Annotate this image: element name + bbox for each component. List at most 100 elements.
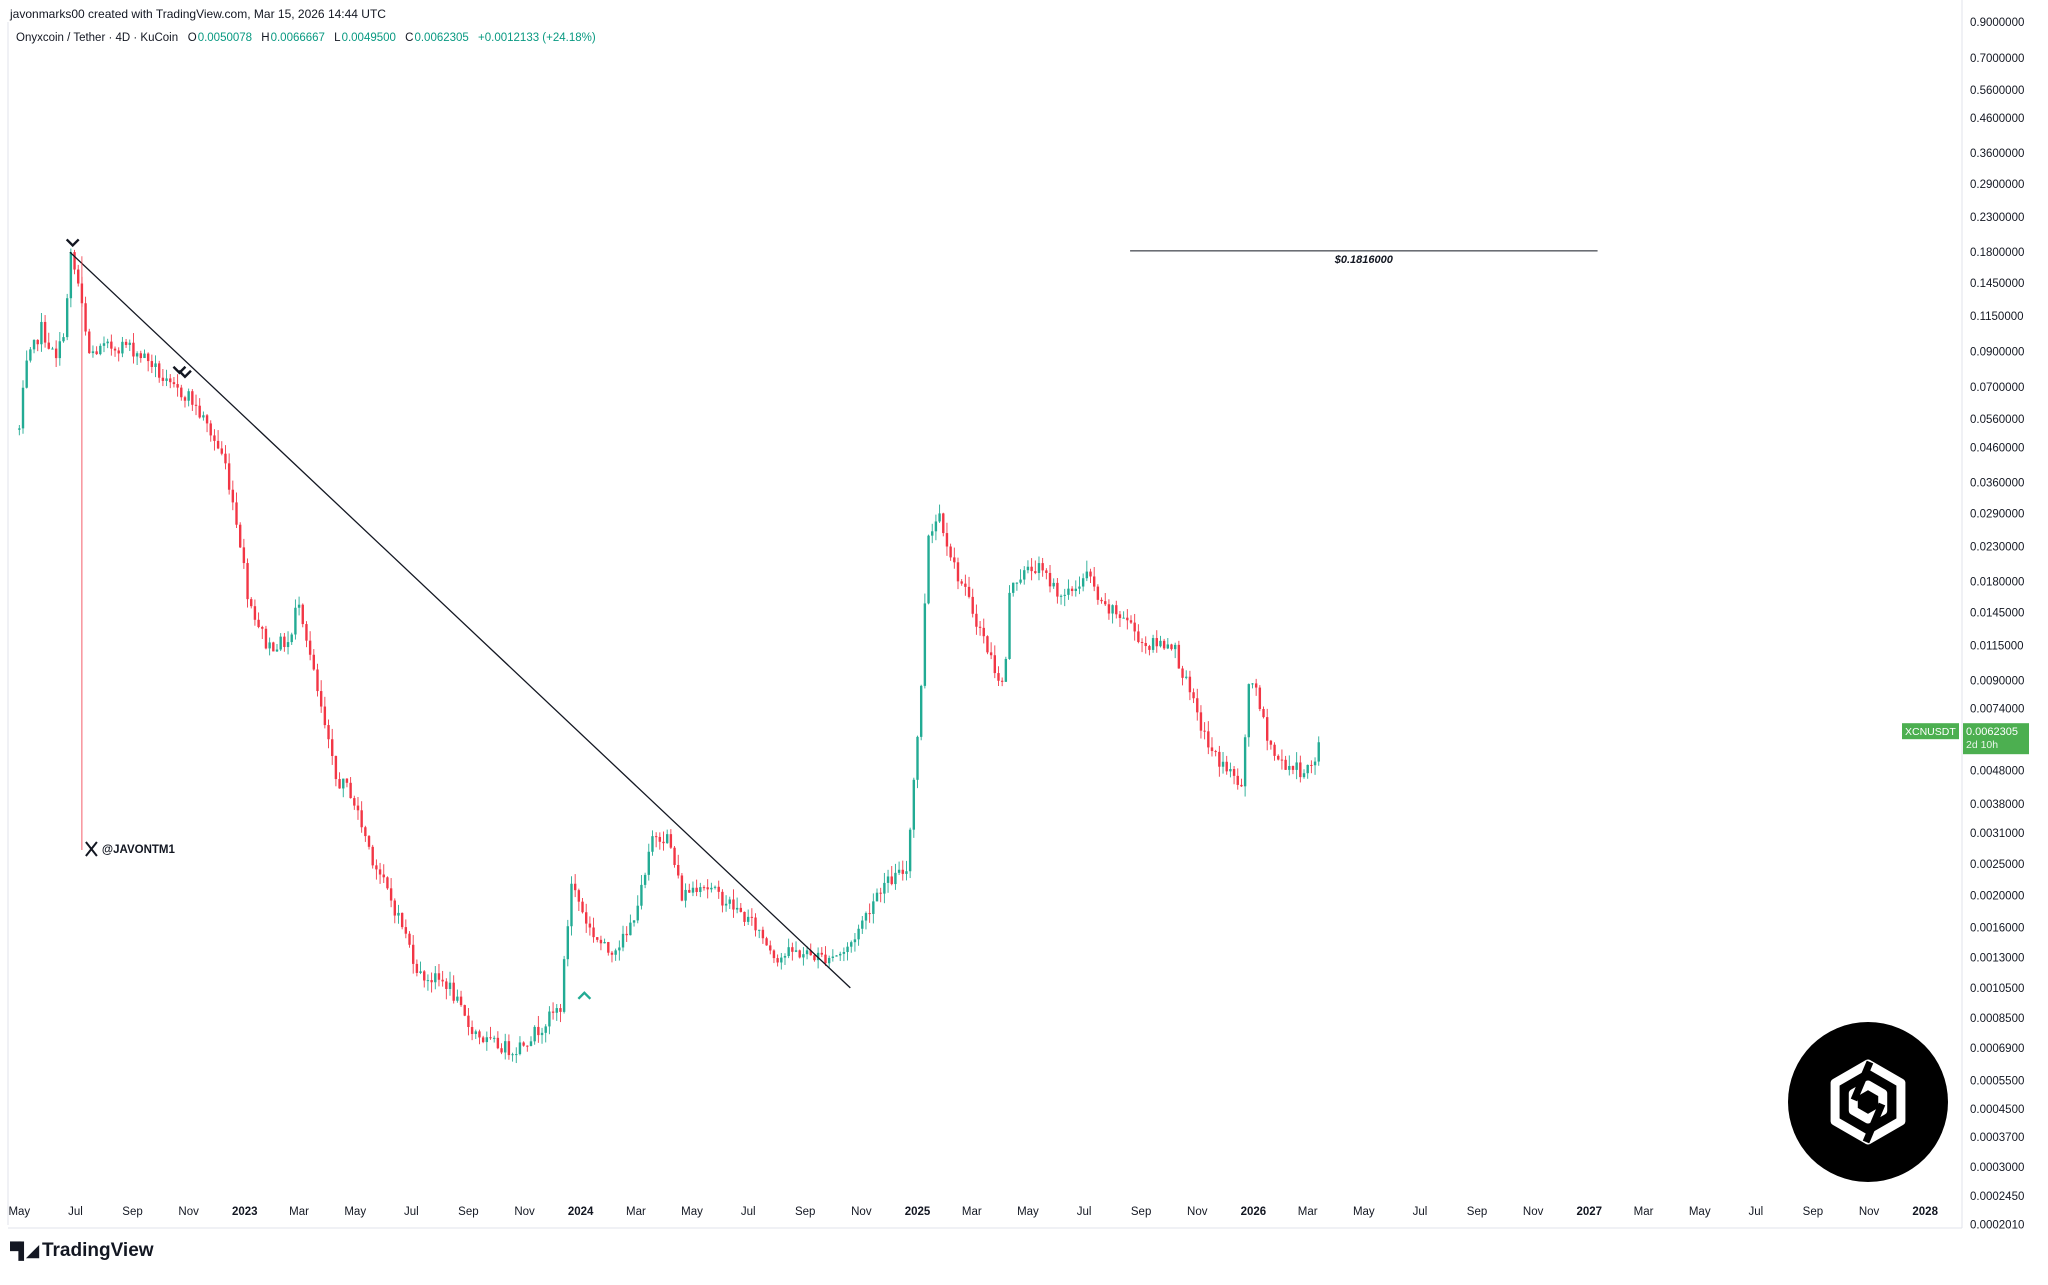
time-axis[interactable]: May Jul Sep Nov 2023 Mar May Jul Sep Nov 2024 Mar Ma…	[8, 1206, 1938, 1218]
candle-body	[1129, 620, 1133, 623]
candle-body	[1214, 751, 1217, 753]
candle-body	[783, 956, 787, 958]
y-tick-label: 0.0013000	[1970, 952, 2024, 964]
symbol-tag-label: XCNUSDT	[1905, 726, 1956, 738]
candle-body	[224, 453, 227, 464]
candle-body	[1063, 594, 1066, 596]
candle-body	[327, 725, 330, 740]
candle-body	[706, 887, 709, 890]
candle-body	[1173, 644, 1177, 650]
candle-body	[971, 596, 974, 614]
candle-body	[640, 884, 643, 906]
candle-body	[1034, 571, 1037, 574]
created-by-text: javonmarks00 created with TradingView.co…	[10, 7, 386, 21]
candle-body	[728, 899, 731, 904]
candle-body	[135, 353, 139, 357]
low-value: 0.0049500	[341, 32, 396, 44]
candle-body	[802, 954, 805, 958]
buy-marker-icon	[577, 991, 592, 1000]
candle-body	[1181, 668, 1184, 678]
candle-body	[934, 521, 938, 532]
y-tick-label: 0.0002010	[1970, 1219, 2024, 1231]
candle-body	[43, 321, 47, 343]
current-price-tag[interactable]	[1963, 723, 2029, 755]
candle-body	[246, 563, 249, 600]
x-tick-label: May	[1353, 1206, 1375, 1218]
y-tick-label: 0.2900000	[1970, 179, 2024, 191]
x-tick-label: Sep	[795, 1206, 815, 1218]
candle-body	[489, 1037, 492, 1039]
candle-body	[220, 448, 223, 454]
candle-body	[1008, 592, 1011, 659]
candle-body	[665, 834, 669, 844]
low-label: L	[334, 32, 341, 44]
x-tick-label: Mar	[962, 1206, 982, 1218]
candle-body	[404, 927, 408, 934]
candle-body	[356, 805, 360, 811]
candle-body	[555, 1008, 558, 1013]
y-tick-label: 0.0180000	[1970, 576, 2024, 588]
candle-body	[198, 405, 201, 418]
candle-body	[886, 876, 890, 883]
social-handle: @JAVONTM1	[102, 844, 176, 856]
trendline[interactable]	[69, 251, 851, 989]
candle-body	[861, 920, 864, 929]
candle-body	[1284, 759, 1287, 770]
x-tick-label: Jul	[68, 1206, 83, 1218]
x-tick-label: Mar	[289, 1206, 309, 1218]
candle-body	[213, 435, 216, 441]
x-tick-label: Sep	[458, 1206, 478, 1218]
candle-body	[1221, 761, 1225, 767]
candle-body	[169, 378, 172, 383]
candle-body	[894, 872, 897, 885]
candle-body	[1023, 570, 1026, 580]
candle-body	[342, 778, 345, 789]
candle-body	[272, 642, 275, 652]
candle-body	[113, 348, 117, 351]
candle-body	[474, 1031, 477, 1034]
candle-body	[949, 546, 952, 558]
candle-body	[846, 946, 849, 953]
x-tick-label: Nov	[1523, 1206, 1544, 1218]
tradingview-logo[interactable]: ▀▌◢ TradingView	[10, 1240, 154, 1262]
candle-body	[29, 349, 32, 361]
x-tick-label: Sep	[1803, 1206, 1823, 1218]
candle-body	[423, 971, 426, 981]
candle-body	[577, 890, 581, 902]
candle-body	[1299, 762, 1302, 778]
candle-body	[695, 887, 698, 893]
candle-body	[47, 342, 50, 349]
candle-body	[702, 887, 706, 889]
candle-body	[275, 649, 279, 652]
y-tick-label: 0.4600000	[1970, 113, 2024, 125]
candle-body	[393, 900, 396, 916]
candle-body	[1155, 638, 1158, 647]
candle-body	[931, 531, 934, 536]
price-axis[interactable]: 0.9000000 0.7000000 0.5600000 0.4600000 0.36…	[1970, 17, 2024, 1231]
logo-gap	[1862, 1102, 1886, 1144]
candle-body	[548, 1011, 551, 1027]
y-tick-label: 0.0230000	[1970, 541, 2024, 553]
candle-body	[1078, 586, 1081, 589]
candle-body	[1269, 740, 1273, 745]
candle-body	[1048, 572, 1052, 587]
y-tick-label: 0.0025000	[1970, 859, 2024, 871]
symbol-label[interactable]: Onyxcoin / Tether · 4D · KuCoin	[16, 32, 179, 44]
candle-body	[824, 954, 827, 964]
candle-body	[441, 979, 444, 982]
candle-body	[1059, 595, 1063, 597]
candle-body	[765, 938, 768, 946]
candle-body	[551, 1011, 555, 1013]
candle-body	[883, 882, 886, 894]
candle-body	[397, 912, 400, 916]
symbol-tag[interactable]	[1902, 723, 1959, 740]
candle-body	[1111, 605, 1114, 614]
candle-body	[235, 502, 238, 525]
candle-body	[360, 810, 363, 828]
y-tick-label: 0.0004500	[1970, 1104, 2024, 1116]
candle-body	[625, 933, 628, 936]
candle-body	[986, 636, 989, 653]
candle-body	[787, 947, 790, 957]
